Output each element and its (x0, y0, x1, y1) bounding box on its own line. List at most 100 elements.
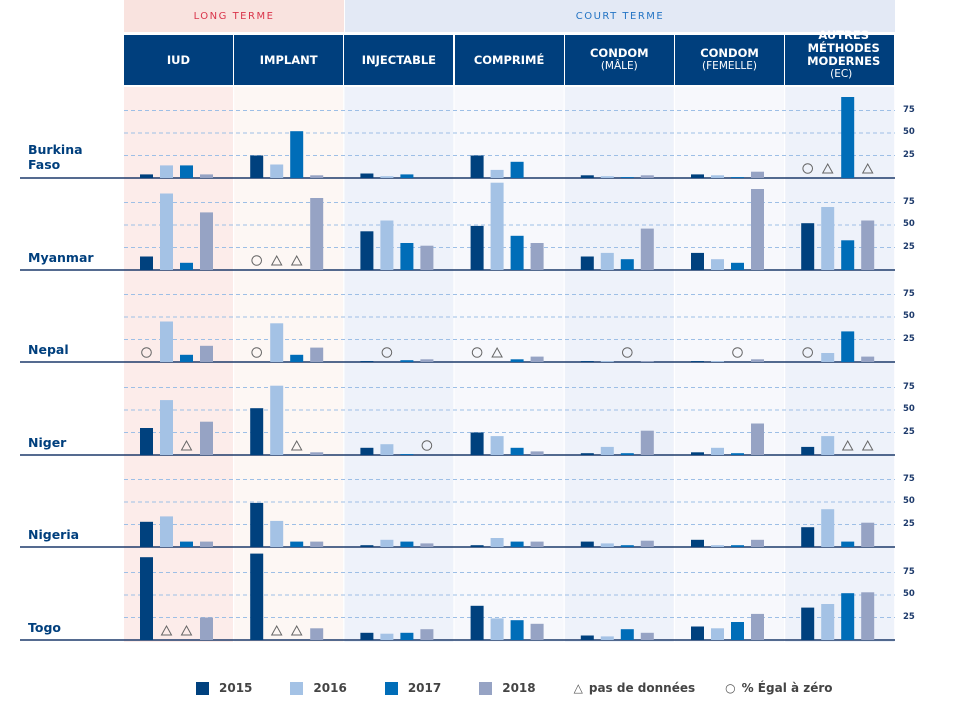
bar-2015 (691, 539, 704, 547)
zero-circle-icon (381, 347, 393, 358)
bar-2018 (861, 356, 875, 362)
column-header-sublabel: (EC) (830, 68, 853, 80)
y-tick-label: 75 (903, 196, 915, 207)
legend-item-2017: 2017 (384, 681, 442, 695)
bar-2015 (801, 223, 815, 270)
bar-2016 (270, 164, 284, 178)
zero-circle-icon (802, 163, 814, 174)
bar-2018 (861, 522, 875, 547)
no-data-triangle-icon (160, 624, 173, 636)
bar-2018 (420, 629, 434, 640)
group-label: LONG TERME (193, 10, 275, 22)
bar-2018 (200, 541, 213, 547)
bar-2015 (470, 432, 484, 455)
bar-2017 (510, 359, 524, 362)
bar-2016 (821, 207, 835, 270)
legend-label: pas de données (588, 681, 696, 695)
bar-2017 (400, 360, 414, 362)
bar-2017 (510, 235, 524, 270)
country-label: Nigeria (28, 527, 80, 542)
column-header-4: CONDOM (MÂLE) (564, 35, 674, 85)
bar-2017 (841, 593, 855, 640)
legend-item-zero: ○ % Égal à zéro (725, 681, 832, 695)
bar-2015 (360, 545, 374, 547)
legend-label: 2018 (502, 681, 536, 695)
legend: 2015 2016 2017 2018 △ pas de données ○ % É… (196, 681, 871, 695)
column-background (234, 87, 344, 642)
bar-2017 (400, 174, 414, 178)
zero-circle-icon (622, 347, 633, 358)
y-tick-label: 75 (903, 104, 915, 115)
bar-2015 (360, 447, 374, 455)
column-background (344, 87, 454, 642)
column-background (675, 87, 784, 642)
bar-2016 (490, 436, 504, 455)
y-tick-label: 75 (903, 473, 915, 484)
column-header-5: CONDOM (FEMELLE) (675, 35, 784, 85)
column-header-sublabel: (MÂLE) (600, 60, 638, 72)
bar-2016 (160, 516, 173, 547)
zero-circle-icon (421, 440, 433, 451)
bar-2017 (731, 545, 744, 547)
bar-2018 (420, 359, 434, 362)
bar-2018 (530, 623, 544, 640)
bar-2018 (200, 212, 213, 270)
zero-circle-icon (251, 347, 263, 358)
legend-label: 2017 (407, 681, 442, 695)
bar-2016 (600, 361, 614, 362)
no-data-triangle-icon (821, 162, 834, 174)
country-label: Togo (28, 620, 61, 635)
bar-2015 (691, 452, 704, 455)
bar-2018 (861, 220, 875, 270)
bar-2015 (250, 553, 264, 640)
bar-2018 (310, 175, 324, 178)
y-tick-label: 50 (903, 311, 915, 321)
column-background (124, 87, 233, 642)
bar-2017 (620, 545, 634, 547)
bar-2015 (140, 521, 153, 547)
column-background (564, 87, 674, 642)
bar-2016 (490, 618, 504, 640)
y-tick-label: 25 (903, 611, 915, 622)
zero-circle-icon (732, 347, 743, 358)
no-data-triangle-icon (290, 439, 303, 451)
legend-item-no-data: △ pas de données (574, 681, 696, 695)
bar-2018 (640, 175, 654, 178)
bar-2018 (420, 245, 434, 270)
bar-2016 (821, 436, 835, 455)
bar-2018 (530, 356, 544, 362)
bar-2017 (400, 541, 414, 547)
bar-2016 (711, 628, 724, 640)
bar-2018 (310, 347, 324, 362)
bar-2018 (530, 541, 544, 547)
bar-2016 (600, 252, 614, 270)
bar-2015 (580, 541, 594, 547)
bar-2018 (310, 628, 324, 640)
bar-2015 (140, 256, 153, 270)
bar-2017 (400, 454, 414, 455)
bar-2018 (420, 543, 434, 547)
bar-2015 (360, 632, 374, 640)
legend-label: % Égal à zéro (741, 681, 833, 695)
no-data-triangle-icon (180, 624, 193, 636)
bar-2015 (580, 361, 594, 362)
y-tick-label: 75 (903, 381, 915, 392)
bar-2017 (290, 541, 304, 547)
zero-circle-icon (802, 347, 814, 358)
column-background (454, 87, 564, 642)
bar-2016 (600, 543, 614, 547)
country-label: Burkina Faso (28, 142, 83, 172)
bar-2017 (290, 131, 304, 178)
bar-2018 (751, 359, 764, 362)
bar-2016 (711, 361, 724, 362)
bar-2016 (600, 176, 614, 178)
bar-2017 (510, 620, 524, 640)
no-data-triangle-icon (290, 254, 303, 266)
y-tick-label: 75 (903, 288, 915, 299)
bar-2015 (580, 453, 594, 455)
legend-swatch (196, 681, 209, 695)
bar-2017 (731, 177, 744, 178)
y-tick-label: 50 (903, 219, 915, 229)
bar-2016 (270, 323, 284, 362)
bar-2015 (360, 231, 374, 270)
